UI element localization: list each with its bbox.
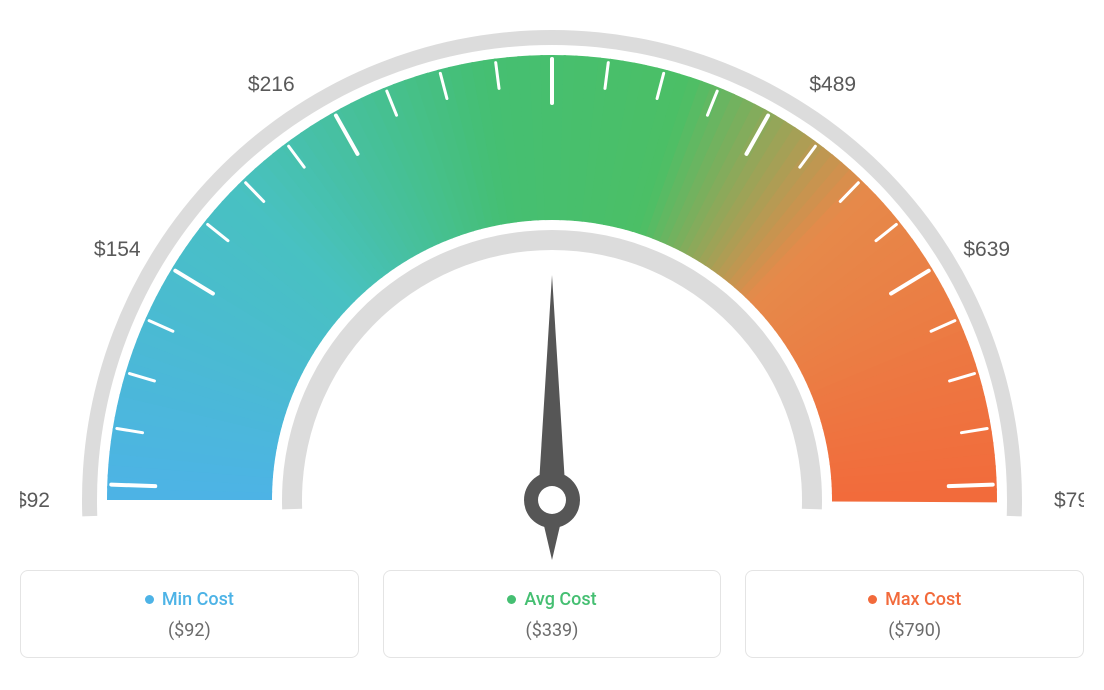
legend-label: Max Cost [885, 589, 961, 610]
legend-card-min: Min Cost ($92) [20, 570, 359, 658]
svg-text:$790: $790 [1054, 489, 1084, 512]
legend-value-max: ($790) [756, 620, 1073, 641]
dot-icon [145, 595, 154, 604]
svg-text:$216: $216 [248, 73, 295, 96]
legend-title-min: Min Cost [145, 589, 234, 610]
svg-text:$489: $489 [809, 73, 856, 96]
svg-text:$154: $154 [94, 238, 141, 261]
dot-icon [868, 595, 877, 604]
gauge-chart: $92$154$216$339$489$639$790 [20, 20, 1084, 560]
legend-title-max: Max Cost [868, 589, 961, 610]
legend-value-min: ($92) [31, 620, 348, 641]
legend-row: Min Cost ($92) Avg Cost ($339) Max Cost … [20, 570, 1084, 658]
legend-value-avg: ($339) [394, 620, 711, 641]
legend-card-max: Max Cost ($790) [745, 570, 1084, 658]
legend-title-avg: Avg Cost [507, 589, 596, 610]
gauge-svg: $92$154$216$339$489$639$790 [20, 20, 1084, 560]
legend-label: Min Cost [162, 589, 234, 610]
legend-label: Avg Cost [524, 589, 596, 610]
dot-icon [507, 595, 516, 604]
svg-text:$92: $92 [20, 489, 50, 512]
legend-card-avg: Avg Cost ($339) [383, 570, 722, 658]
svg-text:$639: $639 [963, 238, 1010, 261]
